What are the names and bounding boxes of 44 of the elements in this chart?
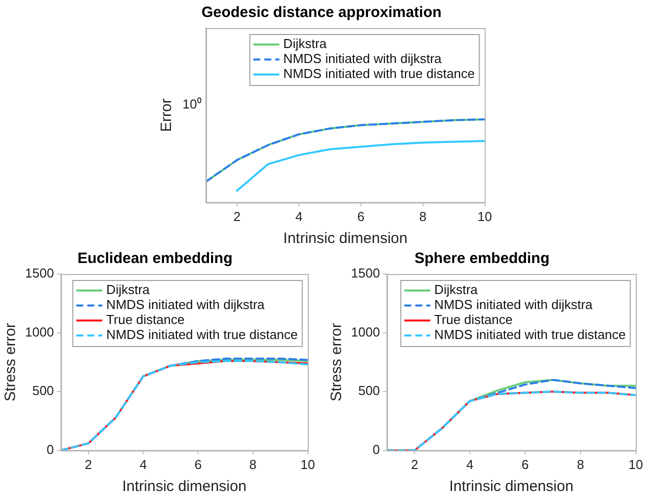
x-tick-label: 2 (84, 456, 92, 472)
y-axis-title: Error (158, 98, 176, 132)
legend-label: True distance (106, 312, 185, 328)
x-tick-label: 6 (357, 208, 364, 224)
legend-label: True distance (434, 312, 513, 328)
x-tick-label: 4 (466, 456, 474, 472)
x-tick-label: 6 (194, 456, 202, 472)
y-tick-label: 500 (358, 383, 380, 398)
y-tick-label: 500 (32, 383, 54, 398)
y-axis-title: Stress error (328, 323, 346, 402)
x-tick-label: 6 (522, 456, 529, 472)
x-tick-label: 2 (410, 456, 418, 472)
legend-label: Dijkstra (106, 282, 150, 298)
legend-label: Dijkstra (434, 282, 478, 298)
chart-title: Sphere embedding (414, 250, 550, 268)
legend-label: NMDS initiated with dijkstra (434, 297, 594, 312)
legend-label: Dijkstra (283, 36, 328, 52)
y-tick-label: 0 (46, 442, 54, 457)
x-tick-label: 8 (576, 456, 584, 472)
x-tick-label: 2 (233, 208, 241, 224)
y-tick-label: 1500 (25, 266, 54, 281)
y-axis-title: Stress error (2, 323, 20, 402)
x-tick-label: 10 (300, 456, 316, 472)
y-tick-label: 1000 (25, 324, 54, 340)
x-tick-label: 8 (249, 456, 257, 472)
legend-label: NMDS initiated with true distance (106, 327, 298, 342)
x-axis-title: Intrinsic dimension (122, 478, 246, 496)
y-tick-label: 1000 (351, 324, 380, 340)
text: 10⁰ (182, 96, 202, 112)
x-axis-title: Intrinsic dimension (283, 230, 408, 248)
x-tick-label: 10 (478, 208, 492, 224)
legend-label: NMDS initiated with true distance (434, 327, 626, 342)
x-tick-label: 10 (628, 456, 644, 472)
chart-title: Geodesic distance approximation (201, 4, 442, 22)
legend-label: NMDS initiated with dijkstra (106, 297, 266, 312)
x-tick-label: 4 (295, 208, 303, 224)
x-axis-title: Intrinsic dimension (449, 478, 574, 496)
y-tick-label: 0 (372, 442, 380, 457)
x-tick-label: 8 (419, 208, 426, 224)
legend-label: NMDS initiated with true distance (283, 66, 475, 82)
chart-title: Euclidean embedding (77, 250, 233, 268)
x-tick-label: 4 (140, 456, 147, 472)
legend-label: NMDS initiated with dijkstra (283, 51, 442, 66)
y-tick-label: 1500 (351, 266, 380, 281)
